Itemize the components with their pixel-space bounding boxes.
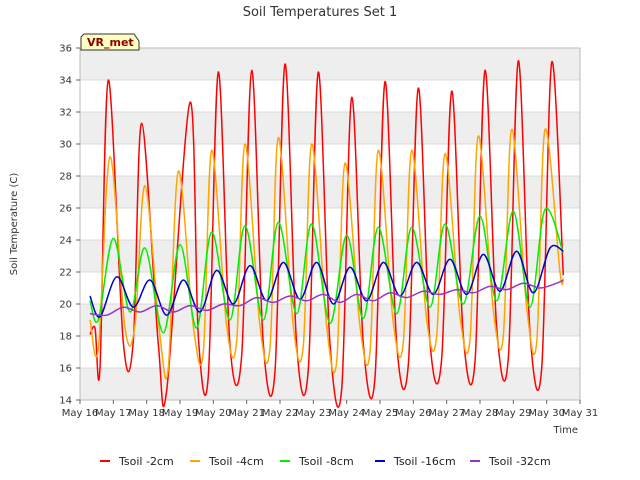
x-tick-label: May 28 [462,408,499,419]
x-tick-label: May 27 [428,408,465,419]
y-tick-label: 14 [59,396,72,407]
x-tick-label: May 29 [495,408,532,419]
legend: Tsoil -2cm Tsoil -4cm Tsoil -8cm Tsoil -16c… [100,455,551,468]
badge-text: VR_met [87,36,134,49]
plot-frame [79,47,581,401]
y-tick-label: 18 [59,332,72,343]
x-tick-label: May 30 [528,408,565,419]
x-tick-label: May 21 [228,408,265,419]
y-tick-label: 28 [59,172,72,183]
x-axis-label: Time [553,425,578,436]
y-tick-label: 34 [59,76,72,87]
series-line-3 [89,244,564,318]
y-tick-label: 16 [59,364,72,375]
grid-band [80,240,580,272]
legend-label: Tsoil -8cm [298,455,354,468]
grid-band [80,112,580,144]
x-tick-label: May 17 [95,408,132,419]
plot-background [80,48,580,400]
x-tick-label: May 19 [162,408,199,419]
x-tick-label: May 16 [62,408,99,419]
y-tick-label: 26 [59,204,72,215]
y-axis-label: Soil Temperature (C) [9,173,20,276]
x-tick-label: May 22 [262,408,299,419]
y-tick-label: 36 [59,44,72,55]
grid-band [80,368,580,400]
y-tick-label: 32 [59,108,72,119]
x-tick-label: May 25 [362,408,399,419]
legend-label: Tsoil -32cm [488,455,551,468]
x-tick-label: May 20 [195,408,232,419]
y-tick-label: 20 [59,300,72,311]
legend-label: Tsoil -4cm [208,455,264,468]
legend-label: Tsoil -16cm [393,455,456,468]
series-line-1 [89,128,565,380]
x-tick-label: May 26 [395,408,432,419]
x-tick-label: May 18 [128,408,165,419]
grid-band [80,176,580,208]
y-tick-label: 24 [59,236,72,247]
y-tick-label: 30 [59,140,72,151]
series-layer [89,60,565,408]
chart-title: Soil Temperatures Set 1 [243,5,398,20]
legend-label: Tsoil -2cm [118,455,174,468]
y-tick-label: 22 [59,268,72,279]
grid-band [80,48,580,80]
x-tick-label: May 24 [328,408,365,419]
series-line-0 [89,60,565,408]
x-tick-label: May 23 [295,408,332,419]
x-tick-label: May 31 [562,408,599,419]
badge-shape [80,33,140,51]
site-badge: VR_met [80,33,140,51]
series-line-4 [89,279,564,317]
